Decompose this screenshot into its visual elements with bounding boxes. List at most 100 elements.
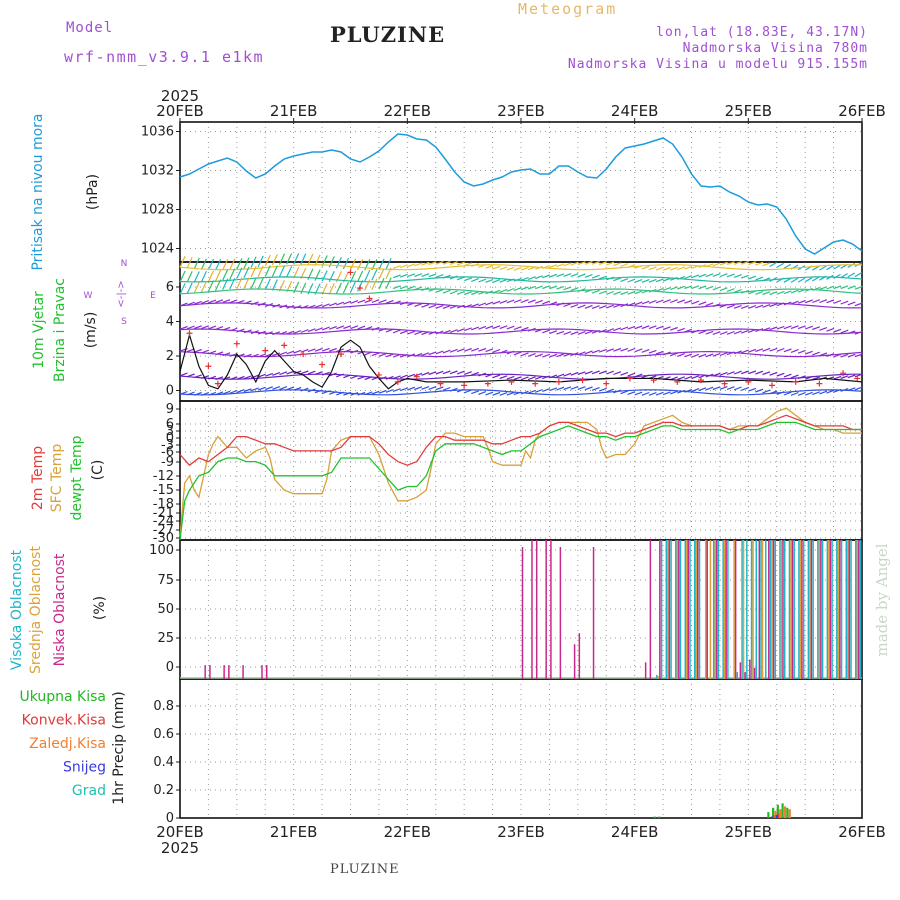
wind-barb xyxy=(705,353,714,358)
low-cloud-axis-title: Niska Oblacnost xyxy=(52,553,68,666)
wind-barb xyxy=(471,390,480,395)
wind-gust-mark xyxy=(626,375,633,382)
wind-barb xyxy=(349,281,357,293)
wind-barb xyxy=(542,285,551,290)
wind-barb xyxy=(257,386,266,391)
wind-barb xyxy=(271,279,278,291)
wind-barb xyxy=(250,374,259,379)
wind-barb xyxy=(662,266,671,271)
wind-barb xyxy=(229,299,238,304)
wind-barb xyxy=(208,325,217,330)
wind-barb xyxy=(662,326,671,331)
wind-barb xyxy=(435,274,444,278)
wind-barb xyxy=(804,350,813,355)
wind-barb xyxy=(463,327,472,332)
wind-barb xyxy=(648,392,657,396)
wind-barb xyxy=(726,386,735,390)
wind-barb xyxy=(648,325,657,330)
wind-barb xyxy=(414,386,423,391)
wind-barb xyxy=(648,349,657,354)
wind-barb xyxy=(776,372,785,377)
wind-barb xyxy=(691,285,700,290)
wind-barb xyxy=(485,279,494,283)
wind-barb xyxy=(556,353,565,358)
wind-barb xyxy=(634,279,643,283)
wind-barb xyxy=(563,386,572,391)
wind-barb xyxy=(385,299,394,304)
wind-barb xyxy=(627,372,636,377)
wind-barb xyxy=(357,258,364,271)
wind-barb xyxy=(797,299,806,304)
wind-barb xyxy=(570,371,579,376)
wind-barb xyxy=(200,281,207,293)
wind-barb xyxy=(307,253,314,266)
wind-barb xyxy=(790,277,799,283)
wind-gust-mark xyxy=(816,380,823,387)
wind-barb xyxy=(698,285,707,290)
wind-barb xyxy=(854,353,863,358)
wind-barb xyxy=(371,390,380,395)
wind-barb xyxy=(293,253,300,265)
wind-barb xyxy=(229,277,236,290)
wind-barb xyxy=(563,303,572,308)
wind-gust-mark xyxy=(319,361,326,368)
wind-barb xyxy=(733,289,742,293)
wind-barb xyxy=(783,373,792,378)
wind-row-line xyxy=(179,389,863,396)
wind-barb xyxy=(364,299,373,304)
wind-barb xyxy=(797,349,806,354)
y-tick-label: -30 xyxy=(153,531,174,546)
wind-barb xyxy=(606,290,615,295)
wind-barb xyxy=(790,325,799,330)
precip-legend-item: Snijeg xyxy=(63,760,106,776)
wind-barb xyxy=(740,370,749,375)
wind-barb xyxy=(755,261,764,266)
wind-barb xyxy=(527,376,536,381)
wind-barb xyxy=(755,370,764,375)
wind-barb xyxy=(478,391,487,395)
wind-barb xyxy=(442,386,451,391)
wind-barb xyxy=(428,304,437,309)
y-tick-label: -12 xyxy=(153,469,174,484)
wind-barb xyxy=(783,263,792,269)
model-elevation: Nadmorska Visina u modelu 915.155m xyxy=(567,57,868,72)
wind-barb xyxy=(584,370,593,375)
precip-bar xyxy=(775,815,778,818)
wind-gust-mark xyxy=(769,382,776,389)
wind-axis-title: 10m Vjetar xyxy=(31,291,47,369)
wind-gust-mark xyxy=(205,363,212,370)
wind-barb xyxy=(442,349,451,354)
wind-barb xyxy=(257,373,266,378)
wind-barb xyxy=(698,273,707,278)
wind-barb xyxy=(620,263,629,268)
wind-barb xyxy=(549,273,558,278)
wind-barb xyxy=(606,348,615,353)
wind-barb xyxy=(698,387,707,392)
wind-barb xyxy=(421,261,430,266)
wind-barb xyxy=(684,299,693,304)
wind-gust-mark xyxy=(721,380,728,387)
y-tick-label: 2 xyxy=(166,349,174,364)
wind-barb xyxy=(456,290,465,295)
precip-legend-item: Konvek.Kisa xyxy=(22,713,106,729)
wind-barb xyxy=(471,291,480,296)
wind-barb xyxy=(385,258,392,270)
wind-barb xyxy=(307,328,316,333)
wind-barb xyxy=(456,328,465,333)
wind-barb xyxy=(797,277,806,283)
wind-barb xyxy=(542,388,551,392)
wind-barb xyxy=(499,278,508,283)
wind-barb xyxy=(677,376,686,381)
wind-row-line xyxy=(179,264,863,271)
wind-barb xyxy=(812,351,821,356)
wind-barb xyxy=(399,264,408,269)
wind-barb xyxy=(399,330,408,335)
wind-barb xyxy=(719,352,728,357)
wind-barb xyxy=(193,348,202,353)
wind-barb xyxy=(236,267,243,279)
wind-barb xyxy=(506,287,515,292)
wind-barb xyxy=(634,301,643,306)
wind-barb xyxy=(669,299,678,304)
wind-barb xyxy=(506,266,515,271)
wind-barb xyxy=(847,301,856,306)
